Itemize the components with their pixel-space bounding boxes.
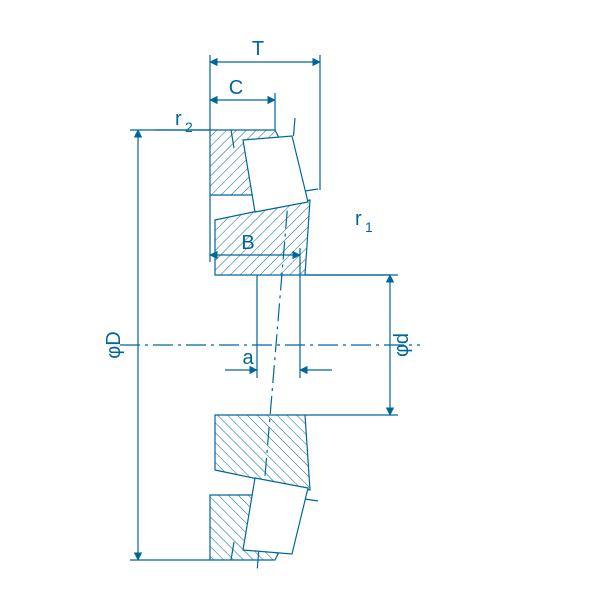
label-phid: φd [391,333,413,357]
svg-text:r: r [175,108,182,130]
roller-bot [243,478,308,554]
label-r2: r 2 [175,108,193,135]
label-C: C [229,77,243,99]
roller-top [243,136,308,212]
label-a: a [242,347,254,369]
label-B: B [241,232,254,254]
svg-text:r: r [355,208,362,230]
inner-ring-top [215,200,310,275]
inner-ring-bot [215,415,310,490]
cage-bot-b [305,499,318,501]
label-r1: r 1 [355,208,373,235]
svg-text:1: 1 [365,219,373,235]
label-phiD: φD [103,331,125,358]
bearing-diagram: T C B a r 1 r 2 φD φd [0,0,600,600]
svg-text:2: 2 [185,119,193,135]
cage-top-b [305,189,318,191]
label-T: T [252,38,264,60]
